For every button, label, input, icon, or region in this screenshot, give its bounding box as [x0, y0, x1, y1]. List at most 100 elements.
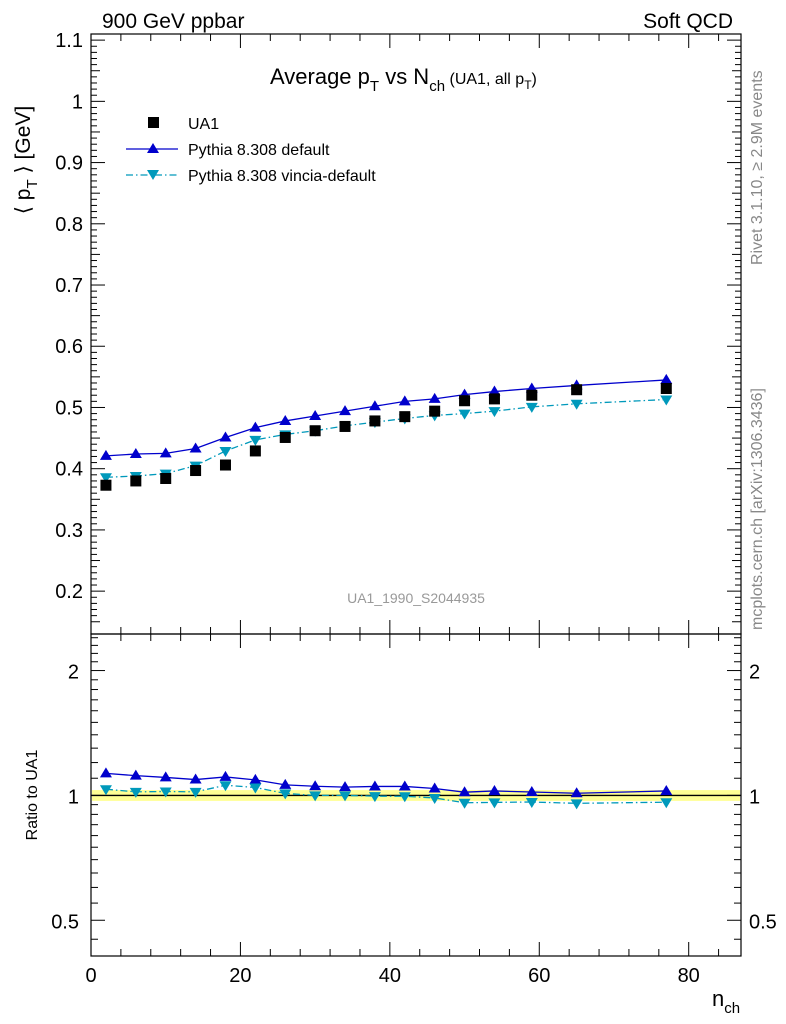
data-point-pythia-8-308-vincia-default [159, 787, 172, 798]
data-point-pythia-8-308-vincia-default [189, 787, 202, 798]
ratio-y-tick-label: 0.5 [51, 911, 79, 933]
data-point-pythia-8-308-vincia-default [570, 799, 583, 810]
data-point-pythia-8-308-default [428, 392, 441, 403]
data-point-pythia-8-308-default [398, 780, 411, 791]
x-axis-label: nch [712, 986, 740, 1017]
data-point-pythia-8-308-default [488, 385, 501, 396]
x-tick-label: 40 [379, 965, 401, 987]
rivet-version-text: Rivet 3.1.10, ≥ 2.9M events [749, 70, 766, 265]
data-point-ua1 [526, 389, 538, 401]
data-point-pythia-8-308-default [129, 769, 142, 780]
y-tick-label: 1 [72, 91, 83, 113]
header-right: Soft QCD [643, 10, 733, 33]
y-tick-label: 0.7 [55, 275, 83, 297]
data-point-ua1 [100, 479, 112, 491]
data-point-ua1 [190, 465, 202, 477]
data-point-pythia-8-308-vincia-default [525, 402, 538, 413]
data-point-pythia-8-308-vincia-default [488, 798, 501, 809]
y-tick-label: 1.1 [55, 30, 83, 52]
data-point-ua1 [399, 411, 411, 423]
data-point-pythia-8-308-default [368, 400, 381, 411]
legend-marker-ua1 [148, 117, 159, 128]
header-left: 900 GeV ppbar [102, 10, 244, 33]
y-tick-label: 0.9 [55, 153, 83, 175]
y-tick-label: 0.6 [55, 336, 83, 358]
main-series [99, 373, 673, 491]
x-tick-label: 60 [528, 965, 550, 987]
data-point-pythia-8-308-vincia-default [279, 789, 292, 800]
data-point-pythia-8-308-vincia-default [525, 798, 538, 809]
data-point-ua1 [130, 475, 142, 487]
data-point-pythia-8-308-default [159, 771, 172, 782]
data-point-pythia-8-308-vincia-default [249, 435, 262, 446]
legend-marker-default [147, 143, 159, 153]
ratio-ref-band [91, 790, 741, 801]
data-point-pythia-8-308-default [279, 414, 292, 425]
data-point-pythia-8-308-default [99, 767, 112, 778]
legend-label-ua1: UA1 [188, 116, 219, 133]
data-point-ua1 [309, 425, 321, 437]
data-point-ua1 [369, 415, 381, 427]
data-point-pythia-8-308-vincia-default [398, 792, 411, 803]
ratio-y-tick-label-right: 1 [749, 786, 760, 808]
series-line-pythia-8-308-vincia-default [105, 784, 667, 804]
data-point-pythia-8-308-vincia-default [368, 792, 381, 803]
x-tick-label: 0 [85, 965, 96, 987]
legend-label-vincia: Pythia 8.308 vincia-default [188, 168, 376, 185]
data-point-pythia-8-308-default [428, 782, 441, 793]
data-point-pythia-8-308-vincia-default [428, 793, 441, 804]
ratio-y-axis-label: Ratio to UA1 [24, 750, 41, 841]
data-point-pythia-8-308-default [660, 373, 673, 384]
ratio-y-tick-label-right: 2 [749, 662, 760, 684]
data-point-pythia-8-308-vincia-default [339, 791, 352, 802]
data-point-pythia-8-308-default [219, 770, 232, 781]
data-point-pythia-8-308-vincia-default [660, 798, 673, 809]
data-point-pythia-8-308-default [570, 787, 583, 798]
data-point-pythia-8-308-default [339, 405, 352, 416]
ratio-axis-ticks: 0.5 0.51 12 20 20 40 60 80 [51, 634, 777, 987]
data-point-pythia-8-308-default [99, 449, 112, 460]
ratio-series [99, 767, 673, 810]
data-point-pythia-8-308-vincia-default [99, 785, 112, 796]
y-tick-label: 0.4 [55, 459, 83, 481]
data-point-pythia-8-308-default [279, 778, 292, 789]
legend: UA1 Pythia 8.308 default Pythia 8.308 vi… [126, 116, 376, 185]
data-point-ua1 [429, 405, 441, 417]
x-tick-label: 80 [678, 965, 700, 987]
data-point-ua1 [219, 459, 231, 471]
main-panel: 0.2 0.3 0.4 0.5 0.6 0.7 0.8 0.9 1 1.1 Average pT … [12, 30, 742, 635]
legend-marker-vincia [147, 170, 159, 180]
data-point-pythia-8-308-default [249, 773, 262, 784]
data-point-pythia-8-308-default [249, 421, 262, 432]
data-point-ua1 [571, 384, 583, 396]
data-point-ua1 [279, 431, 291, 443]
ratio-y-tick-label: 2 [68, 662, 79, 684]
data-point-ua1 [459, 395, 471, 407]
data-point-pythia-8-308-default [309, 410, 322, 421]
y-axis-label: ⟨ pT ⟩ [GeV] [12, 106, 41, 214]
data-point-ua1 [339, 420, 351, 432]
mcplots-reference-text: mcplots.cern.ch [arXiv:1306.3436] [749, 388, 766, 630]
ratio-y-tick-label: 1 [68, 786, 79, 808]
data-point-pythia-8-308-default [219, 431, 232, 442]
y-tick-label: 0.3 [55, 520, 83, 542]
main-axis-ticks: 0.2 0.3 0.4 0.5 0.6 0.7 0.8 0.9 1 1.1 [55, 30, 741, 634]
data-point-ua1 [160, 472, 172, 484]
data-point-pythia-8-308-default [660, 784, 673, 795]
x-tick-label: 20 [229, 965, 251, 987]
ratio-panel: 0.5 0.51 12 20 20 40 60 80 Ratio to UA1 [24, 633, 777, 987]
data-point-pythia-8-308-default [189, 442, 202, 453]
data-point-ua1 [488, 393, 500, 405]
data-point-pythia-8-308-vincia-default [458, 798, 471, 809]
series-line-pythia-8-308-vincia-default [105, 398, 667, 478]
ratio-y-tick-label-right: 0.5 [749, 911, 777, 933]
data-point-pythia-8-308-default [159, 447, 172, 458]
chart-title: Average pT vs Nch (UA1, all pT) [270, 64, 537, 95]
data-point-pythia-8-308-default [339, 781, 352, 792]
data-point-pythia-8-308-vincia-default [570, 399, 583, 410]
data-point-pythia-8-308-default [189, 773, 202, 784]
data-point-pythia-8-308-default [129, 448, 142, 458]
data-point-pythia-8-308-default [525, 786, 538, 797]
data-point-pythia-8-308-default [488, 784, 501, 795]
